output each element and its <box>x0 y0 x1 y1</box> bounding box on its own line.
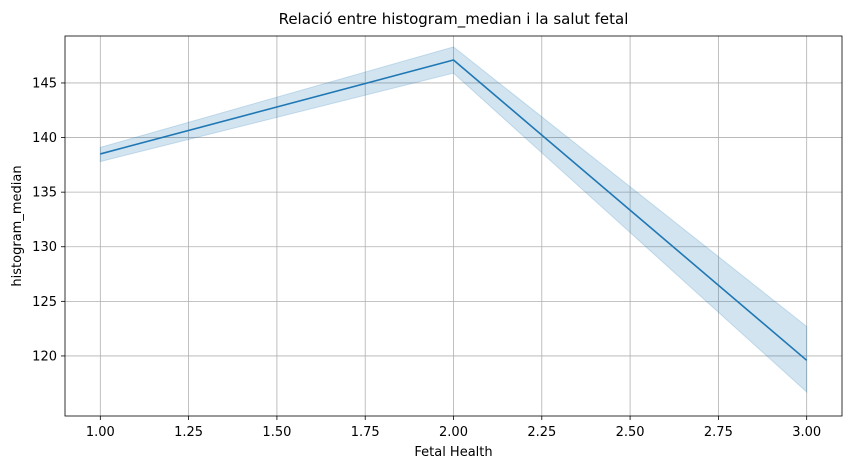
y-tick-label: 145 <box>32 76 57 91</box>
grid-layer <box>65 36 842 416</box>
y-tick-label: 130 <box>32 240 57 255</box>
ci-layer <box>99 46 808 394</box>
x-tick-label: 1.50 <box>262 425 291 440</box>
x-tick-label: 2.75 <box>704 425 733 440</box>
y-tick-label: 135 <box>32 186 57 201</box>
x-axis-label: Fetal Health <box>414 445 492 460</box>
chart-title: Relació entre histogram_median i la salu… <box>279 10 629 29</box>
x-tick-label: 2.50 <box>616 425 645 440</box>
x-tick-label: 2.25 <box>527 425 556 440</box>
x-tick-label: 2.00 <box>439 425 468 440</box>
x-tick-label: 3.00 <box>792 425 821 440</box>
line-layer <box>100 59 808 361</box>
y-tick-label: 125 <box>32 295 57 310</box>
series-line <box>100 59 808 361</box>
x-tick-label: 1.25 <box>174 425 203 440</box>
x-tick-label: 1.00 <box>86 425 115 440</box>
y-tick-label: 140 <box>32 131 57 146</box>
x-tick-label: 1.75 <box>351 425 380 440</box>
confidence-band <box>99 46 808 394</box>
y-tick-label: 120 <box>32 349 57 364</box>
y-axis-label: histogram_median <box>10 165 25 286</box>
tick-layer: 1.00 1.25 1.50 1.75 2.00 2.25 2.50 2.75 3.00 120 1… <box>32 76 821 440</box>
